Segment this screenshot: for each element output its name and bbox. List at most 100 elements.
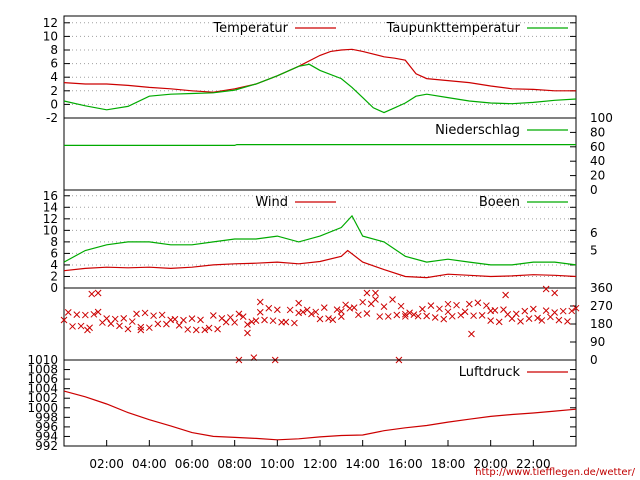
- y-tick-label: 20: [590, 169, 605, 183]
- direction-marker: [559, 307, 567, 315]
- x-tick-label: 08:00: [217, 457, 252, 471]
- y-tick-label: 994: [35, 429, 58, 443]
- direction-marker: [512, 310, 520, 318]
- direction-marker: [214, 325, 221, 333]
- x-tick-label: 16:00: [388, 457, 423, 471]
- series-line-temperatur: [63, 48, 576, 93]
- y-tick-label: 80: [590, 125, 605, 139]
- direction-marker: [474, 299, 482, 307]
- direction-marker: [461, 308, 469, 316]
- direction-marker: [564, 317, 571, 325]
- direction-marker: [145, 324, 153, 332]
- direction-marker: [265, 304, 273, 312]
- direction-marker: [197, 316, 204, 324]
- direction-marker: [470, 312, 477, 320]
- footer-url[interactable]: http://www.tiefflegen.de/wetter/: [475, 467, 635, 478]
- direction-marker: [60, 316, 68, 324]
- direction-marker: [244, 329, 251, 337]
- series-line-niederschlag: [64, 144, 576, 146]
- direction-marker: [244, 321, 251, 328]
- x-tick-label: 10:00: [260, 457, 295, 471]
- y-tick-label: 998: [35, 410, 58, 424]
- x-tick-label: 02:00: [89, 457, 124, 471]
- direction-marker: [384, 313, 392, 320]
- y-tick-label: 40: [590, 154, 605, 168]
- direction-marker: [133, 310, 140, 318]
- direction-marker: [180, 316, 187, 324]
- legend-label: Taupunkttemperatur: [386, 21, 521, 36]
- direction-marker: [427, 302, 435, 310]
- direction-marker: [406, 309, 413, 317]
- direction-marker: [188, 315, 196, 322]
- panel-wind_direction: 0 90 180 270 360: [60, 281, 613, 367]
- legend-label: Luftdruck: [459, 365, 521, 380]
- direction-marker: [419, 305, 426, 313]
- direction-marker: [103, 315, 111, 322]
- direction-marker: [478, 312, 486, 319]
- direction-marker: [84, 326, 91, 334]
- direction-marker: [184, 326, 192, 333]
- y-tick-label: 14: [43, 200, 58, 214]
- direction-marker: [286, 306, 294, 314]
- direction-marker: [320, 304, 328, 311]
- direction-marker: [363, 289, 371, 297]
- direction-marker: [128, 318, 136, 325]
- direction-marker: [376, 313, 384, 320]
- direction-marker: [64, 309, 72, 316]
- direction-marker: [414, 312, 422, 320]
- direction-marker: [372, 289, 379, 297]
- direction-marker: [192, 326, 200, 334]
- direction-marker: [90, 310, 98, 318]
- direction-marker: [337, 313, 345, 321]
- direction-marker: [261, 316, 268, 324]
- direction-marker: [495, 318, 503, 326]
- y-tick-label: 12: [43, 212, 58, 226]
- direction-marker: [282, 318, 290, 326]
- direction-marker: [457, 311, 465, 319]
- direction-marker: [350, 304, 358, 311]
- direction-marker: [525, 315, 533, 322]
- direction-marker: [295, 309, 303, 317]
- legend-label: Boeen: [479, 195, 520, 210]
- y-tick-label: 0: [590, 183, 598, 197]
- direction-marker: [273, 306, 281, 314]
- direction-marker: [393, 311, 401, 319]
- direction-marker: [252, 317, 260, 324]
- direction-marker: [363, 310, 371, 317]
- y-tick-label: 8: [50, 235, 58, 249]
- panel-frame: [63, 287, 577, 361]
- y-tick-label: 4: [50, 70, 58, 84]
- y-tick-label: 2: [50, 84, 58, 98]
- direction-marker: [444, 300, 452, 308]
- direction-marker: [534, 314, 541, 322]
- direction-marker: [329, 316, 337, 324]
- right-tick-label: 5: [590, 244, 598, 258]
- x-tick-label: 12:00: [303, 457, 338, 471]
- direction-marker: [440, 315, 448, 323]
- direction-marker: [333, 306, 341, 314]
- y-tick-label: 6: [50, 246, 58, 260]
- y-tick-label: 6: [50, 57, 58, 71]
- direction-marker: [410, 311, 418, 318]
- direction-marker: [542, 285, 550, 293]
- y-tick-label: 1006: [27, 372, 58, 386]
- direction-marker: [308, 310, 315, 318]
- y-tick-label: 360: [590, 281, 613, 295]
- direction-marker: [423, 312, 431, 320]
- y-tick-label: 180: [590, 317, 613, 331]
- series-line-wind: [63, 249, 577, 279]
- direction-marker: [295, 299, 303, 307]
- right-tick-label: 6: [590, 226, 598, 240]
- x-tick-label: 20:00: [473, 457, 508, 471]
- y-tick-label: 12: [43, 16, 58, 30]
- legend-label: Temperatur: [212, 21, 288, 36]
- direction-marker: [465, 300, 473, 308]
- direction-marker: [116, 322, 123, 330]
- legend-label: Wind: [255, 195, 288, 210]
- direction-marker: [551, 289, 559, 297]
- x-tick-label: 04:00: [132, 457, 167, 471]
- direction-marker: [372, 296, 379, 303]
- direction-marker: [337, 308, 345, 315]
